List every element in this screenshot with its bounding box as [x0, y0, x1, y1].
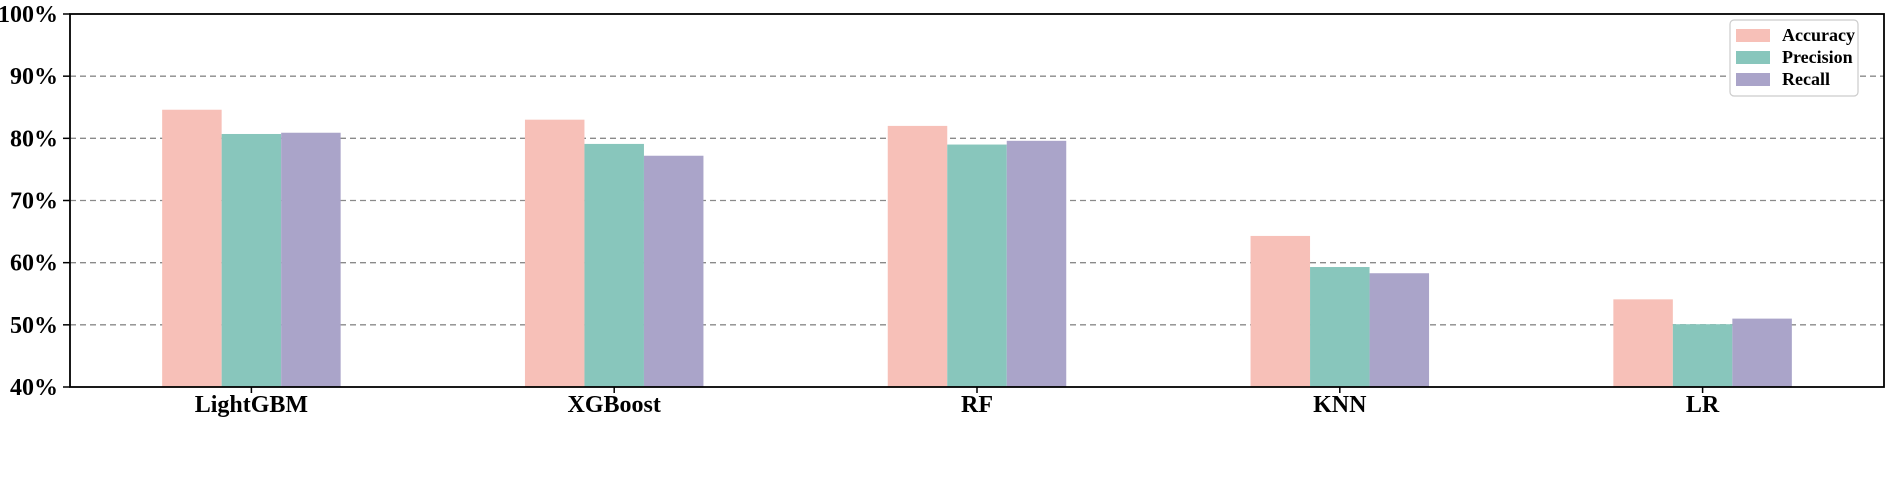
legend-label-recall: Recall — [1782, 69, 1830, 89]
x-tick-label: LightGBM — [195, 392, 308, 418]
bar-recall-lightgbm — [281, 132, 341, 387]
bar-accuracy-lr — [1613, 299, 1673, 387]
bar-recall-xgboost — [643, 155, 704, 387]
bars — [162, 109, 1792, 388]
grid-lines — [70, 75, 1884, 326]
bar-recall-rf — [1006, 140, 1067, 387]
y-tick-label: 50% — [10, 313, 58, 339]
x-tick-label: KNN — [1313, 392, 1367, 418]
y-tick-label: 60% — [10, 251, 58, 277]
y-tick-label: 80% — [10, 126, 58, 152]
y-tick-label: 90% — [10, 64, 58, 90]
y-tick-label: 100% — [0, 2, 58, 28]
x-tick-label: RF — [961, 392, 993, 418]
x-tick-label: XGBoost — [568, 392, 661, 418]
legend-swatch-precision — [1736, 51, 1770, 64]
legend-swatch-recall — [1736, 73, 1770, 86]
bar-precision-lightgbm — [221, 133, 282, 387]
y-tick-label: 70% — [10, 189, 58, 215]
bar-accuracy-rf — [887, 125, 948, 388]
bar-precision-xgboost — [584, 143, 644, 387]
plot-frame — [69, 13, 1885, 388]
y-tick-label: 40% — [10, 375, 58, 401]
bar-accuracy-knn — [1250, 235, 1311, 387]
legend-label-accuracy: Accuracy — [1782, 25, 1855, 45]
bar-recall-knn — [1369, 273, 1430, 387]
bar-precision-lr — [1672, 324, 1733, 387]
legend-label-precision: Precision — [1782, 47, 1853, 67]
axes: 40% 50% 60% 70% 80% 90% 100% LightGBM XGBoost RF K… — [0, 2, 1885, 418]
bar-accuracy-lightgbm — [162, 109, 222, 387]
bar-accuracy-xgboost — [524, 119, 585, 387]
legend-swatch-accuracy — [1736, 29, 1770, 42]
bar-precision-rf — [947, 144, 1007, 387]
x-tick-label: LR — [1686, 392, 1720, 418]
bar-precision-knn — [1310, 267, 1370, 387]
bar-recall-lr — [1732, 318, 1792, 387]
